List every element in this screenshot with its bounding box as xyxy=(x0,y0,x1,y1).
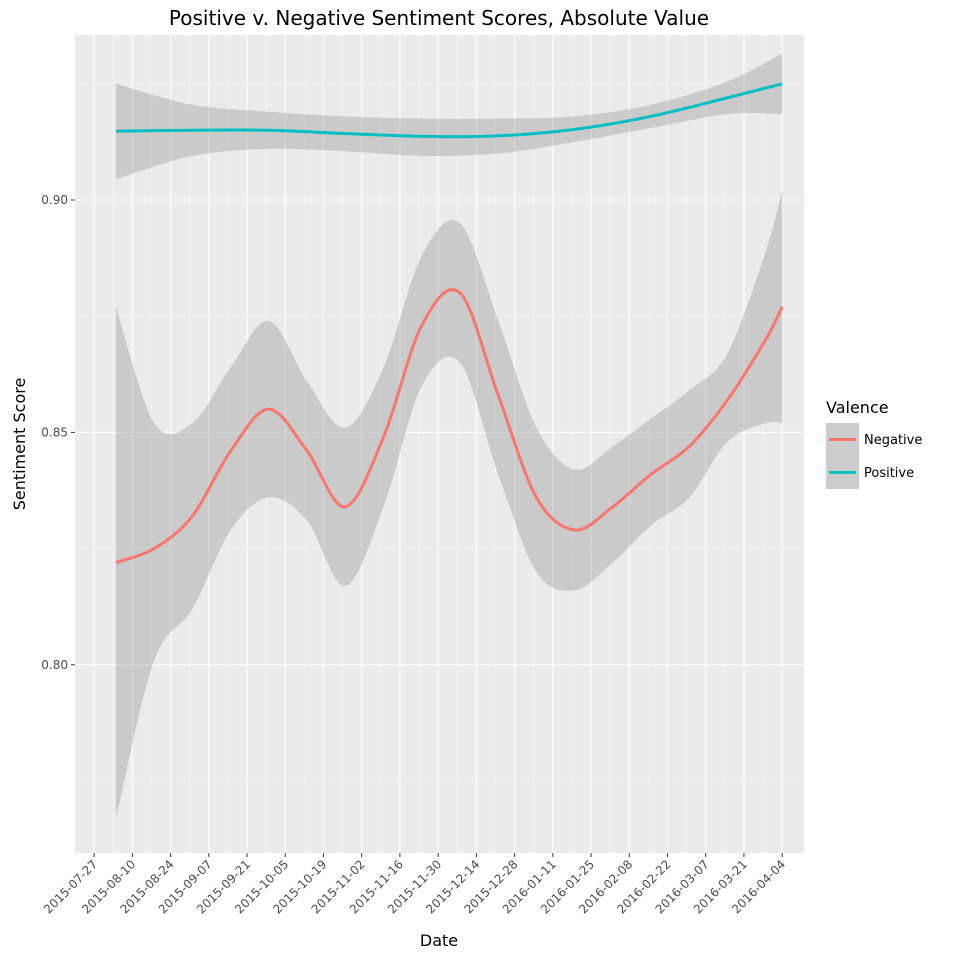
grid-lines xyxy=(75,35,804,853)
ribbon-positive xyxy=(115,53,783,180)
x-axis-ticks: 2015-07-272015-08-102015-08-242015-09-07… xyxy=(41,853,788,916)
legend-item-positive: Positive xyxy=(826,456,914,489)
chart-title: Positive v. Negative Sentiment Scores, A… xyxy=(169,6,709,30)
y-axis-title: Sentiment Score xyxy=(10,378,29,511)
series-lines xyxy=(115,82,784,564)
series-line-negative xyxy=(115,288,784,564)
ribbon-negative xyxy=(115,190,783,819)
legend-item-negative: Negative xyxy=(826,423,922,456)
legend-label-positive: Positive xyxy=(864,466,914,481)
y-axis-ticks: 0.80 0.85 0.90 xyxy=(41,193,75,672)
y-tick-label: 0.90 xyxy=(41,193,68,207)
series-line-positive xyxy=(115,82,783,139)
x-axis-title: Date xyxy=(420,931,458,950)
legend-title: Valence xyxy=(826,398,889,417)
y-tick-label: 0.85 xyxy=(41,425,68,439)
plot-panel xyxy=(75,35,804,853)
y-tick-label: 0.80 xyxy=(41,658,68,672)
confidence-ribbons xyxy=(115,53,783,819)
legend: Valence Negative Positive xyxy=(826,398,922,489)
legend-label-negative: Negative xyxy=(864,433,922,448)
